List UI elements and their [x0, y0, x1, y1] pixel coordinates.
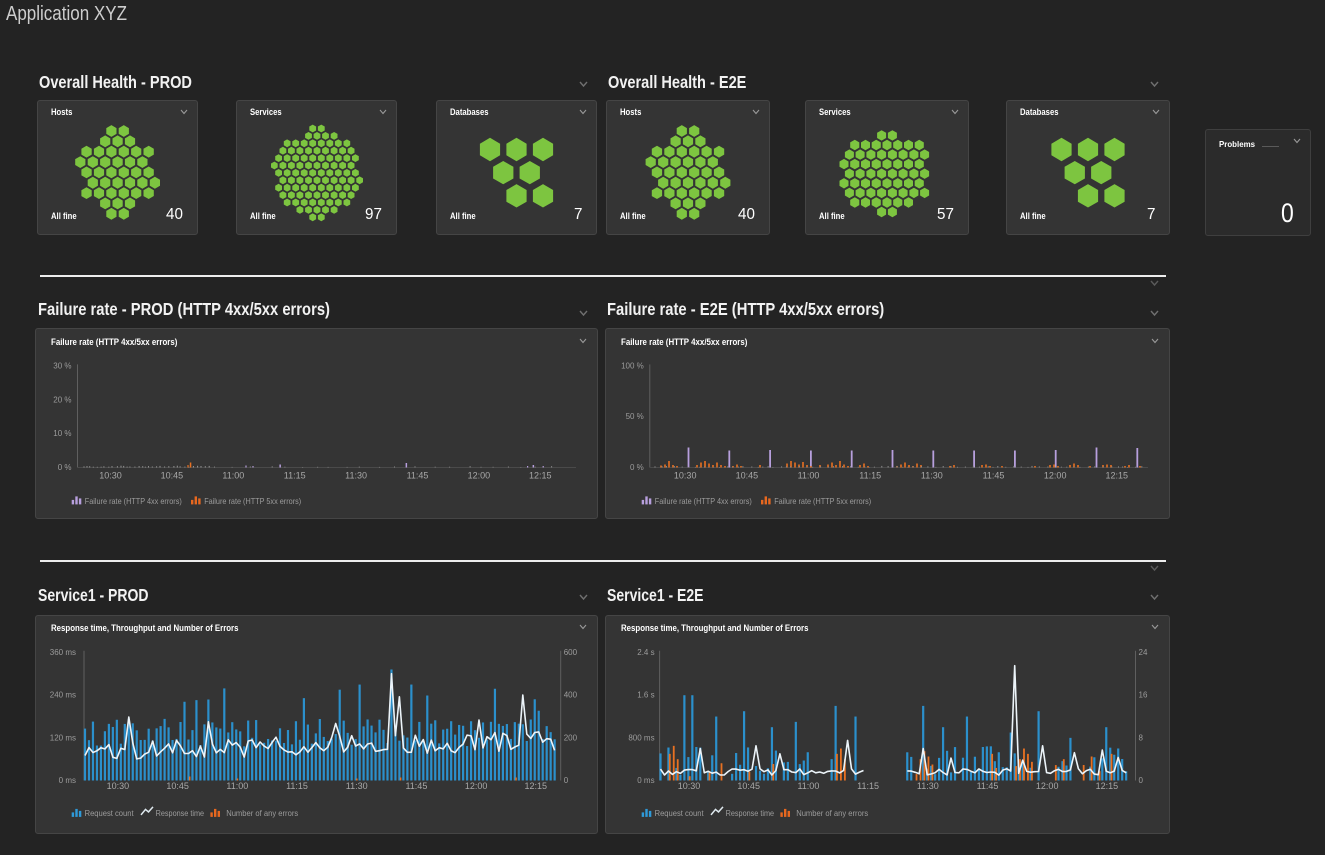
svg-text:200: 200 [564, 733, 578, 742]
svg-text:11:15: 11:15 [857, 781, 879, 791]
svg-text:Number of any errors: Number of any errors [796, 808, 868, 818]
svg-text:Failure rate (HTTP 5xx errors): Failure rate (HTTP 5xx errors) [204, 496, 301, 506]
svg-text:11:45: 11:45 [983, 471, 1005, 481]
svg-text:11:30: 11:30 [345, 471, 367, 481]
svg-text:11:15: 11:15 [286, 781, 308, 791]
svg-text:10:30: 10:30 [107, 781, 130, 791]
svg-text:11:15: 11:15 [859, 471, 881, 481]
svg-text:Number of any errors: Number of any errors [226, 808, 298, 818]
svg-text:11:45: 11:45 [405, 781, 427, 791]
svg-text:800 ms: 800 ms [628, 733, 654, 742]
svg-text:Response time: Response time [156, 808, 205, 818]
svg-text:600: 600 [564, 648, 578, 657]
svg-text:12:00: 12:00 [465, 781, 488, 791]
svg-text:11:00: 11:00 [797, 781, 819, 791]
svg-text:Failure rate (HTTP 5xx errors): Failure rate (HTTP 5xx errors) [774, 496, 871, 506]
svg-text:0 %: 0 % [630, 463, 644, 472]
svg-text:Request count: Request count [85, 808, 135, 818]
svg-text:Failure rate (HTTP 4xx errors): Failure rate (HTTP 4xx errors) [655, 496, 752, 506]
svg-text:0: 0 [564, 776, 569, 785]
svg-text:10:45: 10:45 [736, 471, 759, 481]
svg-text:24: 24 [1139, 648, 1148, 657]
svg-text:10:45: 10:45 [737, 781, 760, 791]
svg-text:11:00: 11:00 [222, 471, 244, 481]
svg-text:1.6 s: 1.6 s [637, 691, 654, 700]
svg-text:11:30: 11:30 [917, 781, 939, 791]
svg-text:12:00: 12:00 [468, 471, 491, 481]
svg-text:11:00: 11:00 [226, 781, 248, 791]
svg-text:30 %: 30 % [53, 361, 71, 370]
svg-text:50 %: 50 % [626, 412, 644, 421]
svg-text:120 ms: 120 ms [50, 733, 76, 742]
svg-text:360 ms: 360 ms [50, 648, 76, 657]
svg-text:12:15: 12:15 [1096, 781, 1119, 791]
svg-text:12:15: 12:15 [525, 781, 548, 791]
svg-text:12:00: 12:00 [1044, 471, 1067, 481]
svg-text:11:30: 11:30 [921, 471, 943, 481]
svg-text:2.4 s: 2.4 s [637, 648, 654, 657]
svg-text:10 %: 10 % [53, 429, 71, 438]
svg-text:11:15: 11:15 [284, 471, 306, 481]
svg-text:0 ms: 0 ms [59, 776, 76, 785]
svg-text:0 ms: 0 ms [637, 776, 654, 785]
svg-text:12:15: 12:15 [529, 471, 552, 481]
svg-text:Failure rate (HTTP 4xx errors): Failure rate (HTTP 4xx errors) [85, 496, 182, 506]
svg-text:Request count: Request count [655, 808, 705, 818]
svg-text:0: 0 [1139, 776, 1144, 785]
svg-text:12:00: 12:00 [1036, 781, 1059, 791]
svg-text:11:45: 11:45 [407, 471, 429, 481]
svg-text:10:45: 10:45 [161, 471, 184, 481]
svg-text:11:45: 11:45 [977, 781, 999, 791]
svg-text:10:45: 10:45 [166, 781, 189, 791]
svg-text:8: 8 [1139, 733, 1144, 742]
svg-text:12:15: 12:15 [1106, 471, 1129, 481]
svg-text:10:30: 10:30 [678, 781, 701, 791]
svg-text:0 %: 0 % [58, 463, 72, 472]
svg-text:11:00: 11:00 [798, 471, 820, 481]
svg-text:Response time: Response time [726, 808, 775, 818]
svg-text:16: 16 [1139, 691, 1148, 700]
svg-text:10:30: 10:30 [99, 471, 122, 481]
svg-text:20 %: 20 % [53, 395, 71, 404]
svg-text:240 ms: 240 ms [50, 691, 76, 700]
svg-text:100 %: 100 % [621, 361, 644, 370]
svg-text:11:30: 11:30 [346, 781, 368, 791]
svg-text:400: 400 [564, 691, 578, 700]
svg-text:10:30: 10:30 [674, 471, 697, 481]
